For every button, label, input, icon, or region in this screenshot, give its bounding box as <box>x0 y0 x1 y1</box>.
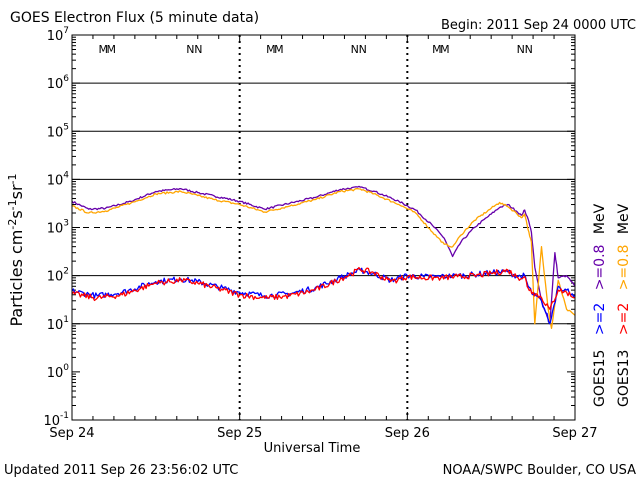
legend-goes13-low: >=2 <box>616 303 632 335</box>
series-line-goes15-0-8-mev <box>71 185 576 325</box>
legend-goes15-high: >=0.8 <box>592 245 608 291</box>
series-line-goes13-0-8-mev <box>71 187 576 330</box>
position-marker-goes13: N <box>351 43 359 56</box>
x-tick-labels: Sep 24 Sep 25 Sep 26 Sep 27 <box>49 426 597 441</box>
gridlines <box>72 82 575 325</box>
legend-goes13: GOES13 >=2 >=0.8 MeV <box>616 203 632 407</box>
position-markers: MM N N MM N N MM N N <box>98 43 532 56</box>
axis-ticks <box>71 35 576 421</box>
y-label-exp-cm: -2 <box>6 219 19 230</box>
position-marker-goes15: N <box>525 43 533 56</box>
position-marker-goes13: N <box>186 43 194 56</box>
position-marker-goes13: N <box>517 43 525 56</box>
y-label-part-s: s <box>7 210 26 218</box>
position-marker-goes13: M <box>266 43 276 56</box>
position-marker-goes15: N <box>194 43 202 56</box>
y-tick-label: 100 <box>47 363 70 381</box>
y-label-exp-s: -1 <box>6 199 19 210</box>
plot-frame <box>71 34 576 421</box>
y-tick-label: 101 <box>47 315 69 333</box>
legend-goes13-sat: GOES13 <box>616 350 632 407</box>
series-line-goes15-2-mev <box>71 267 576 325</box>
y-tick-labels: 107 106 105 104 103 102 101 100 10-1 <box>43 26 69 429</box>
position-marker-goes13: M <box>432 43 442 56</box>
position-marker-goes15: N <box>359 43 367 56</box>
day-markers <box>238 35 409 420</box>
y-tick-label: 103 <box>47 219 69 237</box>
legend: GOES15 >=2 >=0.8 MeV GOES13 >=2 >=0.8 Me… <box>592 203 632 407</box>
x-tick-label: Sep 25 <box>217 426 262 441</box>
updated-label: Updated 2011 Sep 26 23:56:02 UTC <box>4 463 238 478</box>
y-label-part-sr: sr <box>7 184 26 199</box>
x-tick-label: Sep 27 <box>552 426 597 441</box>
y-label-part-particles: Particles cm <box>7 230 26 327</box>
data-series <box>71 185 576 330</box>
y-tick-label: 106 <box>47 74 70 92</box>
credit-label: NOAA/SWPC Boulder, CO USA <box>443 463 636 478</box>
begin-label: Begin: 2011 Sep 24 0000 UTC <box>441 18 636 33</box>
y-tick-label: 107 <box>47 26 69 44</box>
y-tick-label: 105 <box>47 122 69 140</box>
legend-goes13-high: >=0.8 <box>616 245 632 291</box>
series-line-goes13-2-mev <box>71 266 576 310</box>
position-marker-goes15: M <box>440 43 450 56</box>
position-marker-goes15: M <box>106 43 116 56</box>
y-tick-label: 102 <box>47 267 69 285</box>
y-tick-label: 104 <box>47 170 70 188</box>
chart-title: GOES Electron Flux (5 minute data) <box>10 10 259 26</box>
x-axis-label: Universal Time <box>264 441 361 456</box>
y-tick-label: 10-1 <box>43 411 69 429</box>
legend-goes13-unit: MeV <box>616 203 632 234</box>
x-tick-label: Sep 26 <box>385 426 430 441</box>
legend-goes15-sat: GOES15 <box>592 350 608 407</box>
position-marker-goes13: M <box>98 43 108 56</box>
y-label-exp-sr: -1 <box>6 173 19 184</box>
legend-goes15: GOES15 >=2 >=0.8 MeV <box>592 203 608 407</box>
legend-goes15-low: >=2 <box>592 303 608 335</box>
legend-goes15-unit: MeV <box>592 203 608 234</box>
position-marker-goes15: M <box>274 43 284 56</box>
x-tick-label: Sep 24 <box>49 426 94 441</box>
y-axis-label: Particles cm-2s-1sr-1 <box>6 173 26 326</box>
